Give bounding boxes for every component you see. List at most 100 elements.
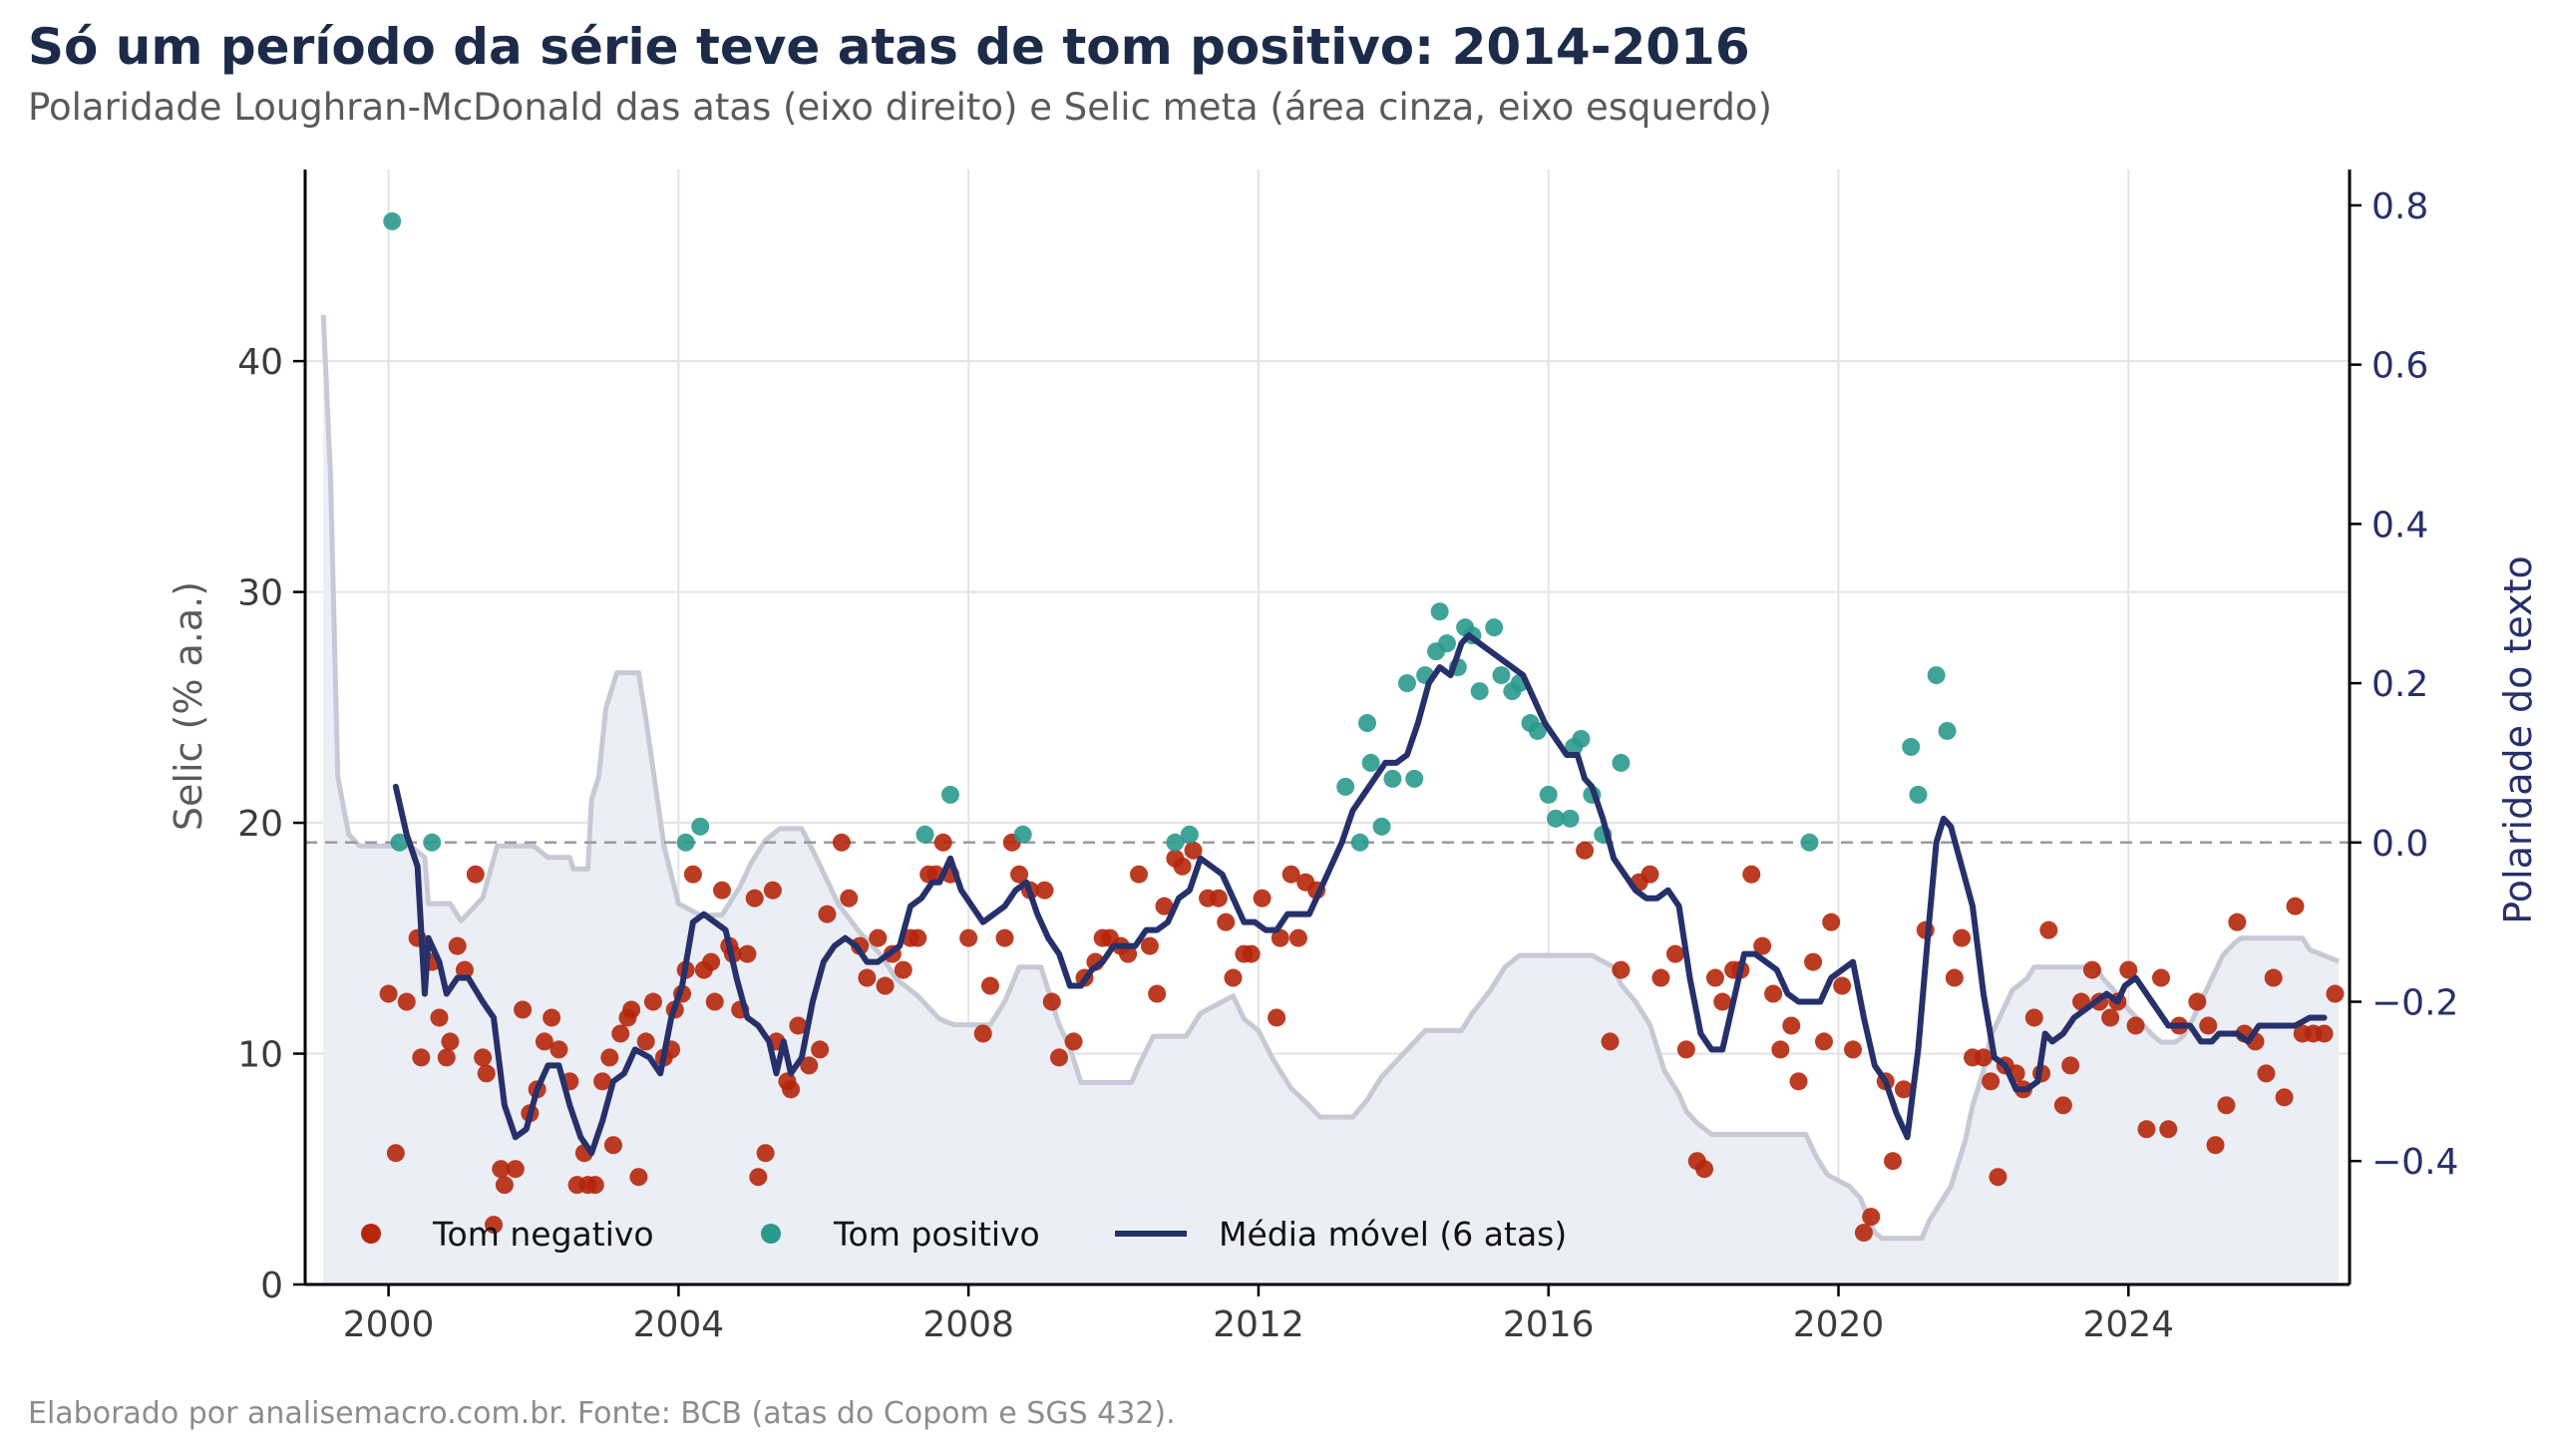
- point-negative: [1814, 1032, 1833, 1051]
- point-negative: [466, 865, 485, 884]
- point-negative: [1612, 960, 1631, 979]
- point-negative: [1884, 1152, 1903, 1171]
- x-tick-label: 2008: [922, 1304, 1014, 1345]
- point-negative: [800, 1056, 819, 1075]
- point-negative: [543, 1008, 561, 1027]
- point-negative: [1253, 889, 1272, 908]
- point-positive: [1357, 714, 1376, 733]
- y-axis-left-label: Selic (% a.a.): [167, 581, 210, 831]
- point-negative: [2053, 1096, 2072, 1115]
- point-negative: [2217, 1096, 2236, 1115]
- point-negative: [2082, 960, 2101, 979]
- point-positive: [390, 833, 409, 852]
- point-negative: [455, 960, 474, 979]
- point-negative: [1010, 865, 1029, 884]
- point-negative: [858, 968, 877, 987]
- point-negative: [593, 1072, 612, 1091]
- point-negative: [2275, 1088, 2294, 1107]
- point-negative: [1665, 944, 1684, 963]
- point-negative: [973, 1024, 992, 1043]
- point-negative: [477, 1064, 496, 1083]
- point-negative: [869, 928, 888, 947]
- point-negative: [495, 1176, 514, 1195]
- point-negative: [1705, 968, 1724, 987]
- point-negative: [749, 1168, 768, 1187]
- point-positive: [1546, 809, 1565, 828]
- point-positive: [1372, 817, 1391, 836]
- point-negative: [1601, 1032, 1620, 1051]
- point-negative: [1771, 1040, 1790, 1059]
- point-positive: [915, 825, 934, 844]
- point-negative: [1064, 1032, 1083, 1051]
- point-negative: [995, 928, 1014, 947]
- point-negative: [712, 881, 731, 900]
- point-positive: [1397, 674, 1416, 693]
- point-negative: [702, 952, 721, 971]
- point-negative: [1713, 992, 1732, 1011]
- point-negative: [1050, 1048, 1069, 1067]
- point-negative: [851, 936, 870, 955]
- chart-title: Só um período da série teve atas de tom …: [28, 18, 1750, 76]
- selic-area: [323, 314, 2340, 1285]
- point-negative: [2101, 1008, 2120, 1027]
- point-positive: [940, 785, 959, 804]
- point-negative: [1753, 936, 1772, 955]
- point-negative: [1974, 1048, 1993, 1067]
- point-negative: [1576, 841, 1595, 860]
- y-left-tick-label: 10: [237, 1035, 283, 1076]
- point-negative: [980, 976, 999, 995]
- point-negative: [2188, 992, 2207, 1011]
- point-negative: [1844, 1040, 1863, 1059]
- y-left-tick-label: 0: [260, 1266, 283, 1306]
- point-positive: [1361, 753, 1380, 772]
- point-positive: [1938, 721, 1957, 740]
- point-negative: [2151, 968, 2170, 987]
- point-positive: [1405, 769, 1424, 788]
- legend-negative-marker: [361, 1224, 381, 1244]
- point-positive: [1336, 777, 1355, 796]
- point-negative: [2061, 1056, 2080, 1075]
- point-negative: [763, 881, 782, 900]
- point-negative: [756, 1144, 775, 1163]
- point-negative: [514, 1000, 533, 1019]
- point-negative: [629, 1168, 648, 1187]
- point-positive: [1909, 785, 1928, 804]
- y-left-tick-label: 40: [237, 342, 283, 383]
- point-negative: [506, 1160, 525, 1179]
- point-negative: [1035, 881, 1054, 900]
- point-negative: [789, 1016, 808, 1035]
- point-negative: [1651, 968, 1670, 987]
- point-negative: [1862, 1208, 1881, 1227]
- legend: Tom negativo Tom positivo Média móvel (6…: [361, 1215, 1567, 1254]
- point-negative: [412, 1048, 431, 1067]
- point-positive: [1927, 666, 1946, 685]
- point-negative: [1173, 857, 1192, 876]
- moving-average-line: [392, 632, 2328, 1157]
- moving-average-group: [392, 632, 2328, 1157]
- point-positive: [423, 833, 442, 852]
- point-negative: [933, 833, 952, 852]
- point-negative: [2137, 1120, 2156, 1139]
- point-negative: [1982, 1072, 2001, 1091]
- selic-line: [320, 314, 2341, 1242]
- point-negative: [832, 833, 851, 852]
- point-positive: [1166, 833, 1185, 852]
- point-negative: [1119, 944, 1138, 963]
- point-positive: [1492, 666, 1511, 685]
- point-negative: [2024, 1008, 2043, 1027]
- point-negative: [811, 1040, 830, 1059]
- point-negative: [1945, 968, 1964, 987]
- point-positive: [1485, 618, 1504, 637]
- point-positive: [1528, 721, 1547, 740]
- point-negative: [1789, 1072, 1808, 1091]
- point-negative: [1742, 865, 1761, 884]
- point-negative: [818, 905, 837, 923]
- y-left-tick-label: 20: [237, 804, 283, 845]
- point-positive: [676, 833, 695, 852]
- point-negative: [959, 928, 978, 947]
- point-negative: [683, 865, 702, 884]
- point-negative: [1989, 1168, 2007, 1187]
- y-right-tick-label: 0.4: [2371, 505, 2428, 546]
- point-negative: [603, 1136, 622, 1155]
